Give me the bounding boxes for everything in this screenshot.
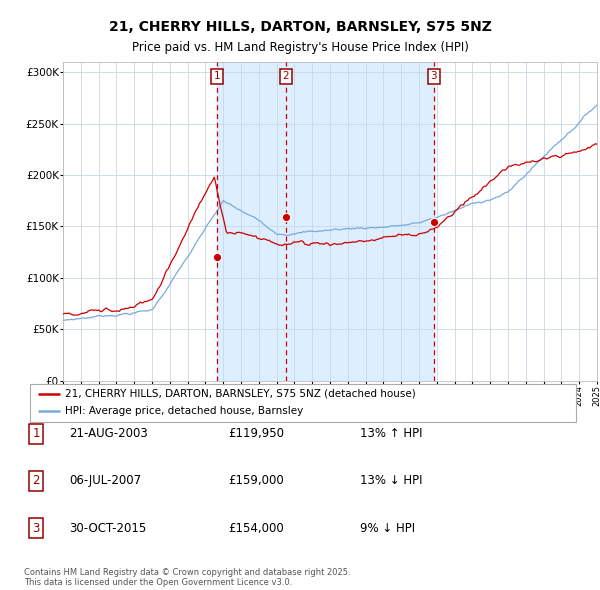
Text: 21, CHERRY HILLS, DARTON, BARNSLEY, S75 5NZ: 21, CHERRY HILLS, DARTON, BARNSLEY, S75 … — [109, 19, 491, 34]
Text: 06-JUL-2007: 06-JUL-2007 — [69, 474, 141, 487]
Text: £154,000: £154,000 — [228, 522, 284, 535]
Text: 1: 1 — [214, 71, 220, 81]
Text: Contains HM Land Registry data © Crown copyright and database right 2025.
This d: Contains HM Land Registry data © Crown c… — [24, 568, 350, 587]
Text: 2: 2 — [32, 474, 40, 487]
Text: £119,950: £119,950 — [228, 427, 284, 440]
Text: 1: 1 — [32, 427, 40, 440]
Text: Price paid vs. HM Land Registry's House Price Index (HPI): Price paid vs. HM Land Registry's House … — [131, 41, 469, 54]
Bar — [217, 62, 434, 381]
Text: 3: 3 — [32, 522, 40, 535]
Text: 2: 2 — [283, 71, 289, 81]
Text: £159,000: £159,000 — [228, 474, 284, 487]
Text: 13% ↓ HPI: 13% ↓ HPI — [360, 474, 422, 487]
Text: 9% ↓ HPI: 9% ↓ HPI — [360, 522, 415, 535]
FancyBboxPatch shape — [30, 384, 576, 422]
Text: HPI: Average price, detached house, Barnsley: HPI: Average price, detached house, Barn… — [65, 407, 304, 417]
Text: 30-OCT-2015: 30-OCT-2015 — [69, 522, 146, 535]
Text: 3: 3 — [430, 71, 437, 81]
Text: 13% ↑ HPI: 13% ↑ HPI — [360, 427, 422, 440]
Text: 21, CHERRY HILLS, DARTON, BARNSLEY, S75 5NZ (detached house): 21, CHERRY HILLS, DARTON, BARNSLEY, S75 … — [65, 389, 416, 399]
Text: 21-AUG-2003: 21-AUG-2003 — [69, 427, 148, 440]
